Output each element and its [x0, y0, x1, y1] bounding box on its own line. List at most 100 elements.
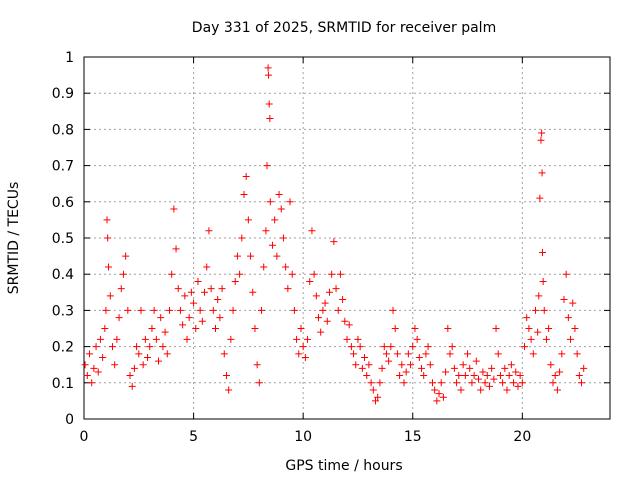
data-point: [402, 368, 410, 376]
data-point: [571, 325, 579, 332]
data-point: [371, 397, 379, 405]
data-point: [275, 191, 283, 199]
data-point: [503, 386, 511, 394]
data-point: [433, 397, 441, 405]
y-tick-label: 0.3: [52, 303, 74, 319]
x-tick-labels: 0 5 10 15 20: [80, 429, 532, 445]
data-point: [501, 364, 509, 372]
data-point: [301, 353, 309, 361]
data-point: [163, 350, 171, 358]
data-point: [538, 169, 546, 177]
data-point: [551, 372, 559, 380]
data-point: [273, 252, 281, 260]
data-point: [101, 325, 109, 332]
y-tick-label: 0.1: [52, 376, 74, 392]
data-point: [144, 353, 152, 361]
data-point: [113, 335, 121, 343]
data-point: [580, 364, 588, 372]
data-point: [328, 270, 336, 278]
data-point: [492, 325, 500, 332]
data-point: [556, 368, 564, 376]
data-point: [157, 314, 165, 322]
data-point: [218, 285, 226, 293]
data-point: [531, 306, 539, 314]
data-point: [227, 335, 235, 343]
data-point: [319, 306, 327, 314]
data-point: [374, 393, 382, 401]
data-point: [537, 136, 545, 144]
data-point: [380, 343, 388, 351]
data-point: [205, 227, 213, 235]
data-point: [426, 361, 434, 369]
data-point: [170, 205, 178, 213]
data-point: [190, 299, 198, 307]
data-point: [534, 328, 542, 336]
data-point: [139, 361, 147, 369]
x-tick-label: 5: [189, 429, 198, 445]
data-point: [472, 357, 480, 365]
data-point: [448, 343, 456, 351]
data-point: [393, 350, 401, 358]
data-point: [201, 288, 209, 296]
data-point: [538, 129, 546, 137]
data-point: [507, 361, 515, 369]
data-point: [483, 372, 491, 380]
data-point: [407, 361, 415, 369]
data-point: [249, 288, 257, 296]
data-point: [437, 379, 445, 387]
data-point: [83, 372, 91, 380]
data-point: [356, 343, 364, 351]
y-tick-label: 0: [65, 412, 74, 428]
data-point: [516, 372, 524, 380]
data-point: [420, 372, 428, 380]
data-point: [260, 263, 268, 271]
data-point: [130, 364, 138, 372]
data-point: [459, 361, 467, 369]
data-point: [126, 372, 134, 380]
data-point: [271, 216, 279, 224]
data-point: [400, 379, 408, 387]
data-point: [282, 263, 290, 271]
data-point: [446, 350, 454, 358]
data-point: [115, 314, 123, 322]
data-point: [152, 335, 160, 343]
data-point: [312, 292, 320, 300]
data-point: [538, 248, 546, 256]
data-point: [352, 361, 360, 369]
data-point: [398, 361, 406, 369]
data-point: [475, 375, 482, 383]
data-point: [148, 325, 156, 332]
data-point: [308, 227, 316, 235]
data-point: [194, 277, 202, 285]
data-point: [262, 227, 270, 235]
data-point: [111, 361, 119, 369]
data-point: [466, 364, 474, 372]
data-point: [542, 335, 550, 343]
data-point: [494, 350, 502, 358]
data-point: [396, 372, 404, 380]
data-point: [470, 372, 478, 380]
data-point: [238, 234, 246, 242]
gridlines: [84, 57, 610, 419]
data-point: [345, 321, 353, 329]
data-point: [490, 375, 498, 383]
data-point: [569, 299, 577, 307]
data-point: [290, 306, 298, 314]
data-point: [295, 350, 303, 358]
data-point: [207, 285, 215, 293]
data-point: [518, 379, 526, 387]
data-point: [242, 172, 250, 180]
data-point: [431, 386, 439, 394]
data-point: [411, 325, 419, 332]
data-point: [212, 325, 219, 332]
data-point: [444, 325, 452, 332]
data-point: [358, 364, 366, 372]
data-point: [457, 386, 465, 394]
data-point: [225, 386, 233, 394]
data-point: [488, 364, 496, 372]
data-point: [387, 343, 395, 351]
data-point: [315, 314, 323, 322]
data-point: [573, 350, 581, 358]
